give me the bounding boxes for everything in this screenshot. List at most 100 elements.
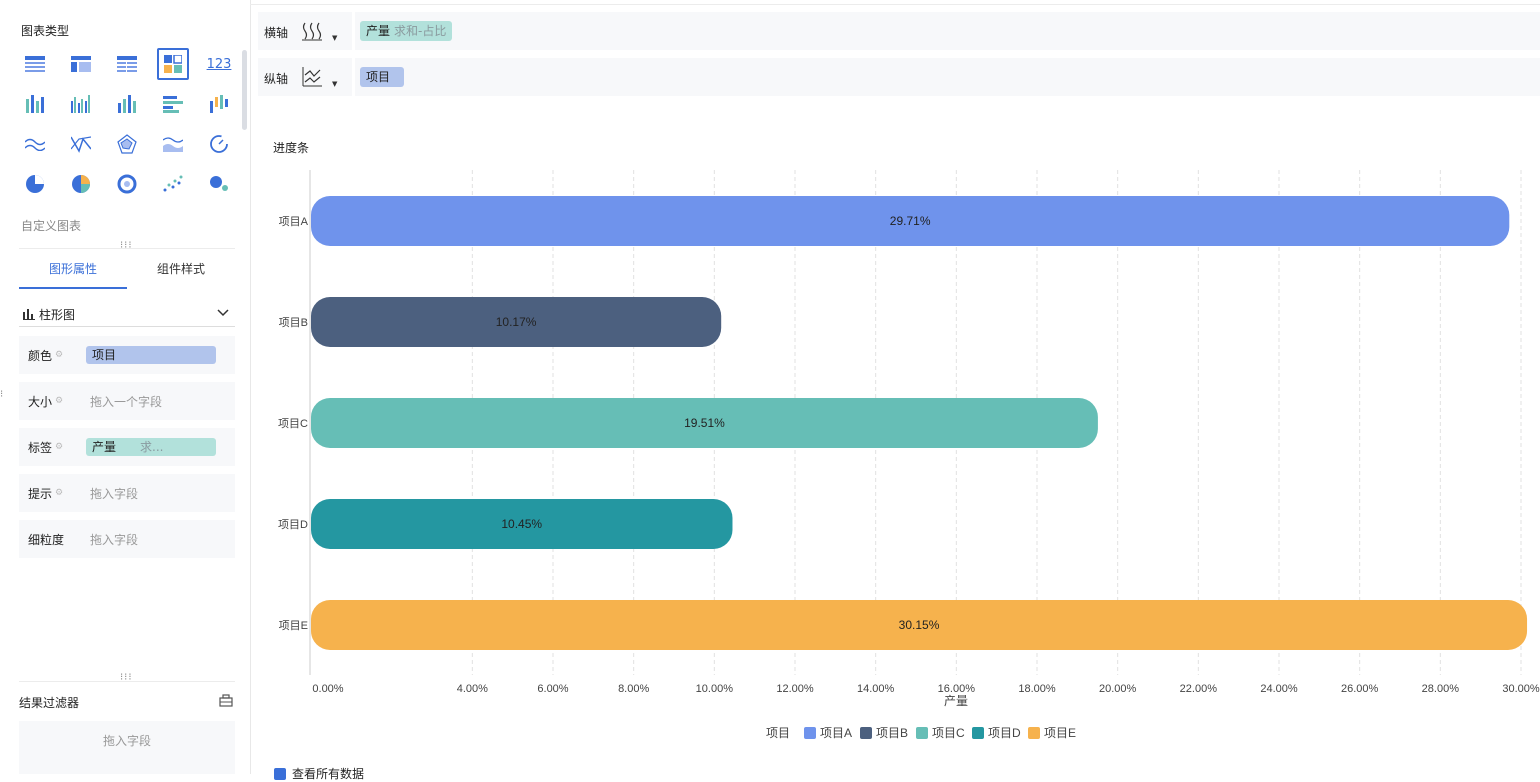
label-field-chip[interactable]: 产量 求... bbox=[86, 438, 216, 456]
settings-icon[interactable]: ⚙ bbox=[55, 350, 64, 360]
y-tick-label: 项目A bbox=[279, 215, 309, 228]
legend-item[interactable]: 项目C bbox=[932, 726, 965, 740]
x-tick-label: 4.00% bbox=[457, 683, 488, 695]
tooltip-property[interactable]: 提示 ⚙ 拖入字段 bbox=[19, 474, 235, 512]
gauge-chart-icon[interactable] bbox=[203, 128, 235, 160]
y-axis-shelf: 纵轴 ▼ 项目 bbox=[258, 58, 1540, 96]
granularity-property[interactable]: 细粒度 拖入字段 bbox=[19, 520, 235, 558]
caret-down-icon[interactable]: ▼ bbox=[332, 80, 338, 88]
cross-table-icon[interactable] bbox=[111, 48, 143, 80]
x-axis-field-chip[interactable]: 产量 求和-占比 bbox=[360, 21, 453, 41]
range-column-icon[interactable] bbox=[203, 88, 235, 120]
x-axis-shelf: 横轴 ▼ 产量 求和-占比 bbox=[258, 12, 1540, 50]
legend-item[interactable]: 项目E bbox=[1044, 726, 1076, 740]
detail-table-icon[interactable] bbox=[19, 48, 51, 80]
left-resize-handle[interactable]: ⁝ bbox=[0, 389, 4, 400]
color-label: 颜色 bbox=[28, 348, 53, 363]
data-label: 19.51% bbox=[684, 416, 725, 430]
y-axis-label: 纵轴 bbox=[264, 72, 289, 86]
settings-icon[interactable]: ⚙ bbox=[55, 396, 64, 406]
x-tick-label: 0.00% bbox=[312, 683, 343, 695]
granularity-label: 细粒度 bbox=[28, 532, 65, 547]
custom-chart-label[interactable]: 自定义图表 bbox=[21, 219, 82, 233]
tooltip-placeholder: 拖入字段 bbox=[90, 486, 139, 501]
property-tabs: 图形属性 组件样式 bbox=[19, 248, 235, 289]
chevron-down-icon[interactable] bbox=[217, 306, 229, 318]
legend-swatch bbox=[916, 727, 928, 739]
x-tick-label: 22.00% bbox=[1180, 683, 1218, 695]
y-tick-label: 项目C bbox=[278, 417, 308, 430]
x-tick-label: 30.00% bbox=[1502, 683, 1540, 695]
granularity-placeholder: 拖入字段 bbox=[90, 532, 139, 547]
legend-item[interactable]: 项目A bbox=[820, 726, 852, 740]
x-tick-label: 24.00% bbox=[1260, 683, 1298, 695]
bar-chart-icon[interactable] bbox=[157, 88, 189, 120]
y-axis-sort-icon[interactable] bbox=[302, 67, 322, 87]
label-property[interactable]: 标签 ⚙ 产量 求... bbox=[19, 428, 235, 466]
x-tick-label: 26.00% bbox=[1341, 683, 1379, 695]
x-axis-dropzone[interactable]: 产量 求和-占比 bbox=[355, 12, 1540, 50]
top-divider bbox=[250, 4, 1540, 5]
caret-down-icon[interactable]: ▼ bbox=[332, 34, 338, 42]
chart-type-label: 柱形图 bbox=[39, 307, 76, 322]
legend-item[interactable]: 项目B bbox=[876, 726, 908, 740]
y-tick-label: 项目D bbox=[278, 518, 308, 531]
filter-settings-icon[interactable] bbox=[219, 694, 233, 707]
bubble-chart-icon[interactable] bbox=[203, 168, 235, 200]
tooltip-label: 提示 bbox=[28, 486, 53, 501]
kpi-number-icon[interactable]: 123 bbox=[206, 56, 232, 72]
y-tick-label: 项目E bbox=[279, 619, 308, 632]
bar[interactable] bbox=[311, 297, 722, 347]
x-tick-label: 18.00% bbox=[1018, 683, 1056, 695]
label-field-name: 产量 bbox=[92, 440, 117, 454]
grouped-column-icon[interactable] bbox=[65, 88, 97, 120]
data-label: 29.71% bbox=[890, 214, 931, 228]
tab-graphic-properties[interactable]: 图形属性 bbox=[19, 249, 127, 289]
crossing-line-icon[interactable] bbox=[65, 128, 97, 160]
custom-table-icon[interactable] bbox=[157, 48, 189, 80]
result-filter-title: 结果过滤器 bbox=[19, 696, 80, 710]
x-tick-label: 10.00% bbox=[696, 683, 734, 695]
y-axis-field-chip[interactable]: 项目 bbox=[360, 67, 404, 87]
chart-type-selector[interactable]: 柱形图 bbox=[19, 302, 235, 327]
settings-icon[interactable]: ⚙ bbox=[55, 488, 64, 498]
data-label: 10.17% bbox=[496, 315, 537, 329]
panel-resize-handle[interactable]: ⁝⁝⁝ bbox=[120, 240, 133, 251]
bar[interactable] bbox=[311, 398, 1098, 448]
column-chart-icon[interactable] bbox=[111, 88, 143, 120]
stacked-column-icon[interactable] bbox=[19, 88, 51, 120]
x-tick-label: 16.00% bbox=[938, 683, 976, 695]
scatter-chart-icon[interactable] bbox=[157, 168, 189, 200]
color-field-chip[interactable]: 项目 bbox=[86, 346, 216, 364]
color-property[interactable]: 颜色 ⚙ 项目 bbox=[19, 336, 235, 374]
chart-title: 进度条 bbox=[273, 141, 310, 155]
bar[interactable] bbox=[311, 499, 733, 549]
donut-chart-icon[interactable] bbox=[111, 168, 143, 200]
y-axis-dropzone[interactable]: 项目 bbox=[355, 58, 1540, 96]
panel-resize-handle[interactable]: ⁝⁝⁝ bbox=[120, 672, 133, 683]
chart-types-title: 图表类型 bbox=[21, 24, 70, 38]
area-chart-icon[interactable] bbox=[157, 128, 189, 160]
grouped-table-icon[interactable] bbox=[65, 48, 97, 80]
x-field-aggregation: 求和-占比 bbox=[394, 24, 447, 38]
size-property[interactable]: 大小 ⚙ 拖入一个字段 bbox=[19, 382, 235, 420]
label-field-aggregation: 求... bbox=[140, 440, 164, 454]
multi-pie-icon[interactable] bbox=[65, 168, 97, 200]
x-tick-label: 6.00% bbox=[537, 683, 568, 695]
data-label: 30.15% bbox=[899, 618, 940, 632]
column-chart-icon bbox=[23, 309, 35, 320]
settings-icon[interactable]: ⚙ bbox=[55, 442, 64, 452]
legend-item[interactable]: 项目D bbox=[988, 726, 1021, 740]
chart-types-scrollbar[interactable] bbox=[242, 50, 247, 130]
data-label: 10.45% bbox=[501, 517, 542, 531]
line-chart-icon[interactable] bbox=[19, 128, 51, 160]
radar-chart-icon[interactable] bbox=[111, 128, 143, 160]
x-axis-sort-icon[interactable] bbox=[302, 21, 322, 41]
tab-component-style[interactable]: 组件样式 bbox=[156, 262, 205, 276]
x-field-name: 产量 bbox=[366, 24, 391, 38]
pie-chart-icon[interactable] bbox=[19, 168, 51, 200]
result-filter-dropzone[interactable]: 拖入字段 bbox=[19, 721, 235, 774]
bar[interactable] bbox=[311, 196, 1510, 246]
bar[interactable] bbox=[311, 600, 1528, 650]
x-tick-label: 14.00% bbox=[857, 683, 895, 695]
